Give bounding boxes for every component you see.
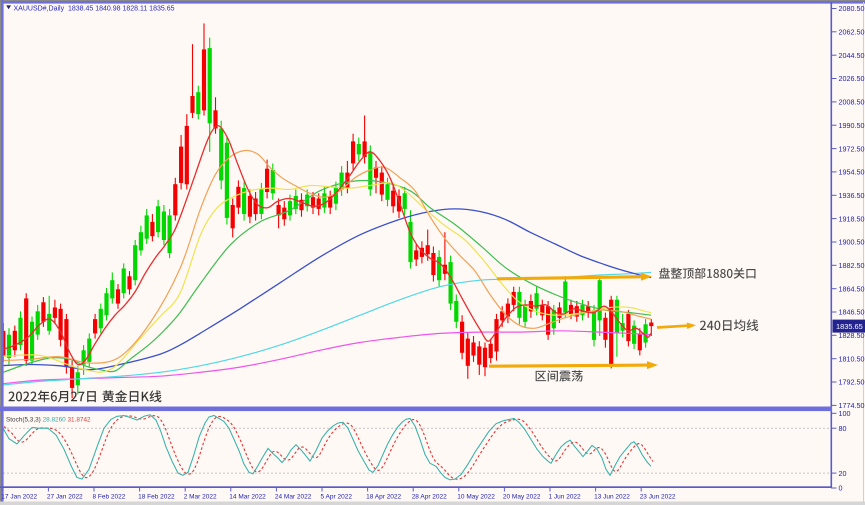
svg-text:13 Jun 2022: 13 Jun 2022 [594,494,630,501]
svg-text:80: 80 [839,424,847,433]
svg-text:8 Feb 2022: 8 Feb 2022 [93,494,126,501]
svg-text:2008.50: 2008.50 [839,98,865,107]
svg-text:1792.50: 1792.50 [839,378,865,387]
svg-text:1846.50: 1846.50 [839,308,865,317]
svg-text:1972.50: 1972.50 [839,144,865,153]
svg-text:2044.50: 2044.50 [839,51,865,60]
svg-text:5 Apr 2022: 5 Apr 2022 [321,494,353,501]
svg-text:23 Jun 2022: 23 Jun 2022 [640,494,676,501]
svg-text:1882.50: 1882.50 [839,261,865,270]
svg-text:1828.50: 1828.50 [839,331,865,340]
svg-text:0: 0 [839,484,843,493]
svg-text:1835.65: 1835.65 [836,322,863,331]
svg-text:2062.50: 2062.50 [839,28,865,37]
svg-text:18 Apr 2022: 18 Apr 2022 [366,494,401,501]
svg-text:Stoch(5,3,3) 28.8260 31.8742: Stoch(5,3,3) 28.8260 31.8742 [6,417,91,424]
svg-text:1774.50: 1774.50 [839,401,865,410]
svg-text:1918.50: 1918.50 [839,214,865,223]
svg-text:14 Mar 2022: 14 Mar 2022 [229,494,266,501]
svg-text:20 May 2022: 20 May 2022 [503,494,541,501]
svg-text:20: 20 [839,469,847,478]
svg-text:1810.50: 1810.50 [839,354,865,363]
svg-text:28 Apr 2022: 28 Apr 2022 [412,494,447,501]
svg-text:100: 100 [839,409,851,418]
svg-text:24 Mar 2022: 24 Mar 2022 [275,494,312,501]
svg-text:1864.50: 1864.50 [839,284,865,293]
svg-text:2026.50: 2026.50 [839,74,865,83]
svg-text:1990.50: 1990.50 [839,121,865,130]
svg-text:XAUUSD#,Daily 1838.45 1840.98: XAUUSD#,Daily 1838.45 1840.98 1828.11 18… [14,6,175,13]
svg-text:10 May 2022: 10 May 2022 [457,494,495,501]
svg-text:1954.50: 1954.50 [839,168,865,177]
svg-text:2080.50: 2080.50 [839,4,865,13]
svg-text:17 Jan 2022: 17 Jan 2022 [1,494,37,501]
svg-text:27 Jan 2022: 27 Jan 2022 [47,494,83,501]
svg-text:1 Jun 2022: 1 Jun 2022 [549,494,582,501]
svg-text:18 Feb 2022: 18 Feb 2022 [138,494,175,501]
svg-text:1900.50: 1900.50 [839,238,865,247]
svg-text:1936.50: 1936.50 [839,191,865,200]
svg-text:2 Mar 2022: 2 Mar 2022 [184,494,217,501]
